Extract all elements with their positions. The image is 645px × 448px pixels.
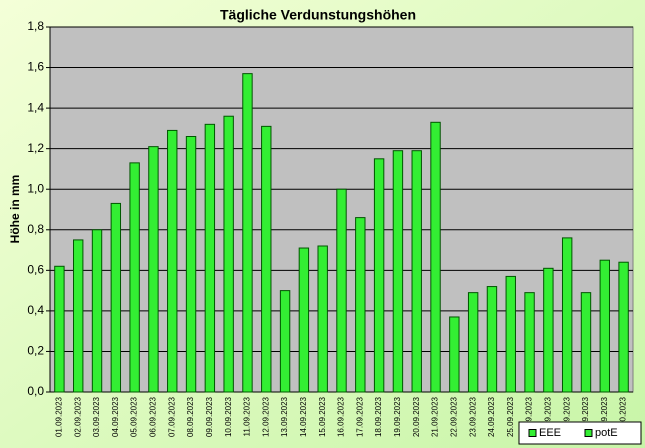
x-tick-label: 13.09.2023 <box>280 396 289 437</box>
x-tick-label: 15.09.2023 <box>318 396 327 437</box>
x-tick-label: 02.09.2023 <box>73 396 82 437</box>
x-tick-label: 19.09.2023 <box>393 396 402 437</box>
bar <box>223 115 234 393</box>
bar <box>336 188 347 393</box>
bar <box>580 292 592 393</box>
bar <box>73 239 84 393</box>
x-tick-label: 28.09.2023 <box>562 396 571 437</box>
bar <box>486 286 498 393</box>
chart-title: Tägliche Verdunstungshöhen <box>220 7 416 23</box>
x-tick-label: 23.09.2023 <box>468 396 477 437</box>
y-tick-label: 0,0 <box>27 384 44 398</box>
x-tick-label: 16.09.2023 <box>337 396 346 437</box>
bar <box>261 125 272 393</box>
legend-box <box>518 421 642 445</box>
bar <box>167 129 178 393</box>
x-tick-label: 24.09.2023 <box>487 396 496 437</box>
y-tick-label: 0,4 <box>27 303 44 317</box>
bar <box>148 146 159 393</box>
legend-swatch <box>528 429 537 437</box>
y-tick-label: 1,6 <box>27 60 44 74</box>
x-tick-label: 07.09.2023 <box>167 396 176 437</box>
y-tick-label: 0,8 <box>27 222 44 236</box>
x-tick-label: 22.09.2023 <box>449 396 458 437</box>
bar <box>129 162 140 393</box>
bar <box>185 136 197 393</box>
y-tick-label: 1,2 <box>27 141 44 155</box>
x-tick-label: 08.09.2023 <box>186 396 195 437</box>
bar <box>110 202 122 393</box>
x-tick-label: 30.09.2023 <box>600 396 609 437</box>
bar <box>279 290 291 393</box>
x-tick-label: 12.09.2023 <box>261 396 270 437</box>
bar <box>543 267 554 393</box>
x-tick-label: 04.09.2023 <box>111 396 120 437</box>
x-tick-label: 27.09.2023 <box>543 396 552 437</box>
bar <box>392 150 404 393</box>
x-tick-label: 26.09.2023 <box>525 396 534 437</box>
bar <box>411 150 422 393</box>
y-tick-label: 0,6 <box>27 263 44 277</box>
legend-label: EEE <box>539 427 561 439</box>
x-tick-label: 06.09.2023 <box>149 396 158 437</box>
bar <box>242 73 253 393</box>
y-axis-label: Höhe in mm <box>8 175 22 244</box>
x-tick-label: 11.09.2023 <box>243 396 252 436</box>
bar <box>430 121 441 393</box>
bar <box>317 245 328 393</box>
x-tick-label: 14.09.2023 <box>299 396 308 437</box>
y-tick-label: 1,0 <box>27 181 44 195</box>
bar <box>298 247 310 393</box>
bar <box>373 158 385 393</box>
bar <box>449 316 460 393</box>
x-tick-label: 10.09.2023 <box>224 396 233 437</box>
y-tick-label: 1,4 <box>27 100 44 114</box>
x-tick-label: 25.09.2023 <box>506 396 515 437</box>
legend-swatch <box>584 429 593 437</box>
bar <box>467 292 479 393</box>
x-tick-label: 18.09.2023 <box>374 396 383 437</box>
bar <box>204 123 216 393</box>
bar <box>355 217 366 393</box>
bar <box>524 292 535 393</box>
x-tick-label: 09.09.2023 <box>205 396 214 437</box>
bar <box>618 261 629 393</box>
x-tick-label: 05.09.2023 <box>130 396 139 437</box>
bar <box>561 237 573 393</box>
bar <box>599 259 610 393</box>
x-tick-label: 21.09.2023 <box>431 396 440 437</box>
x-tick-label: 20.09.2023 <box>412 396 421 437</box>
y-tick-label: 1,8 <box>27 19 44 33</box>
legend-label: potE <box>595 427 618 439</box>
x-tick-label: 03.09.2023 <box>92 396 101 437</box>
y-tick-label: 0,2 <box>27 344 44 358</box>
bar <box>91 229 103 393</box>
x-tick-label: 17.09.2023 <box>355 396 364 437</box>
bar <box>505 275 516 393</box>
x-tick-label: 29.09.2023 <box>581 396 590 437</box>
bar <box>54 265 65 393</box>
x-tick-label: 01.10.2023 <box>619 396 628 437</box>
x-tick-label: 01.09.2023 <box>55 396 64 437</box>
